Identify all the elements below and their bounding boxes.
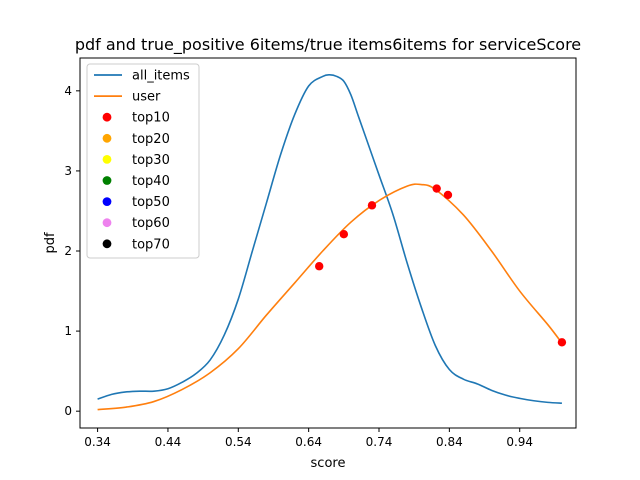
x-tick-label: 0.94 [506, 435, 533, 449]
x-tick-label: 0.54 [225, 435, 252, 449]
plot-area [97, 74, 567, 411]
legend-swatch-top10 [102, 112, 112, 122]
legend-label-top10: top10 [132, 111, 170, 126]
x-axis-label: score [311, 456, 346, 471]
y-tick-label: 1 [64, 324, 72, 338]
x-tick-label: 0.84 [436, 435, 463, 449]
data-point-top10 [315, 262, 324, 271]
y-tick-label: 2 [64, 244, 72, 258]
legend-label-user: user [132, 90, 161, 105]
data-point-top10 [557, 338, 567, 347]
legend-swatch-top20 [102, 133, 112, 143]
axes-frame [79, 57, 577, 429]
y-axis-label: pdf [43, 232, 58, 254]
x-axis: 0.34 0.44 0.54 0.64 0.74 0.84 0.94 [84, 428, 533, 449]
chart-title: pdf and true_positive 6items/true items6… [75, 35, 581, 55]
legend-label-top30: top30 [132, 153, 170, 168]
data-point-top10 [443, 190, 453, 200]
data-point-top10 [339, 229, 349, 239]
legend-label-all-items: all_items [132, 69, 190, 84]
y-axis: 0 1 2 3 4 [64, 84, 80, 418]
legend-label-top70: top70 [132, 237, 170, 252]
legend-swatch-top60 [102, 218, 112, 228]
y-tick-label: 0 [64, 404, 72, 418]
x-tick-label: 0.44 [155, 435, 182, 449]
x-tick-label: 0.64 [295, 435, 322, 449]
y-tick-label: 3 [64, 164, 72, 178]
legend-label-top20: top20 [132, 132, 170, 147]
series-line-all-items [97, 74, 562, 404]
data-point-top10 [367, 201, 377, 210]
legend-swatch-top40 [102, 176, 112, 185]
legend-label-top60: top60 [132, 216, 170, 231]
legend-swatch-top70 [102, 239, 112, 249]
series-line-user [97, 183, 563, 411]
legend-swatch-top30 [102, 155, 112, 164]
legend-label-top40: top40 [132, 174, 170, 189]
data-point-top10 [432, 184, 441, 193]
x-tick-label: 0.34 [84, 435, 111, 449]
legend-swatch-top50 [102, 197, 112, 207]
x-tick-label: 0.74 [366, 435, 393, 449]
y-tick-label: 4 [64, 84, 72, 98]
legend-label-top50: top50 [132, 195, 170, 210]
legend-box [86, 63, 200, 259]
